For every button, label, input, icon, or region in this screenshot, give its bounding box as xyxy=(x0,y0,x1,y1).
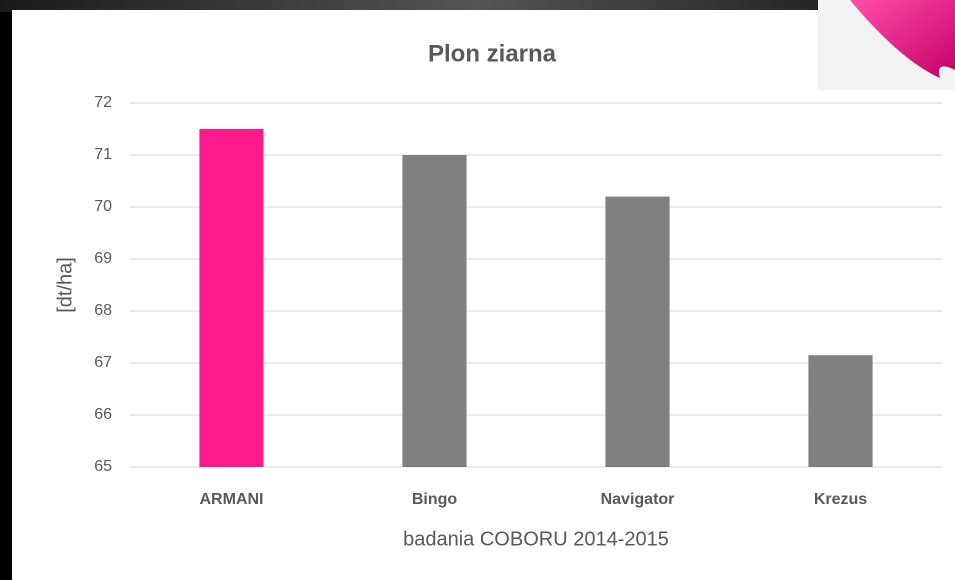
bar xyxy=(605,196,670,467)
x-tick-label: Navigator xyxy=(601,491,675,508)
x-tick-label: Bingo xyxy=(412,491,458,508)
chart-title: Plon ziarna xyxy=(428,40,557,67)
top-strip xyxy=(0,0,955,12)
bar xyxy=(402,155,467,467)
y-tick-label: 65 xyxy=(94,458,112,475)
y-tick-label: 69 xyxy=(94,250,112,267)
x-tick-label: Krezus xyxy=(814,491,867,508)
y-tick-label: 67 xyxy=(94,354,112,371)
bar xyxy=(808,355,873,467)
x-tick-label: ARMANI xyxy=(200,491,264,508)
x-axis-label: badania COBORU 2014-2015 xyxy=(403,528,669,550)
y-tick-label: 66 xyxy=(94,406,112,423)
bar xyxy=(199,129,264,467)
chart-area xyxy=(12,10,955,580)
y-tick-label: 72 xyxy=(94,94,112,111)
y-tick-label: 68 xyxy=(94,302,112,319)
page-curl xyxy=(850,0,955,78)
y-tick-label: 70 xyxy=(94,198,112,215)
y-axis-label: [dt/ha] xyxy=(54,257,76,313)
y-tick-label: 71 xyxy=(94,146,112,163)
